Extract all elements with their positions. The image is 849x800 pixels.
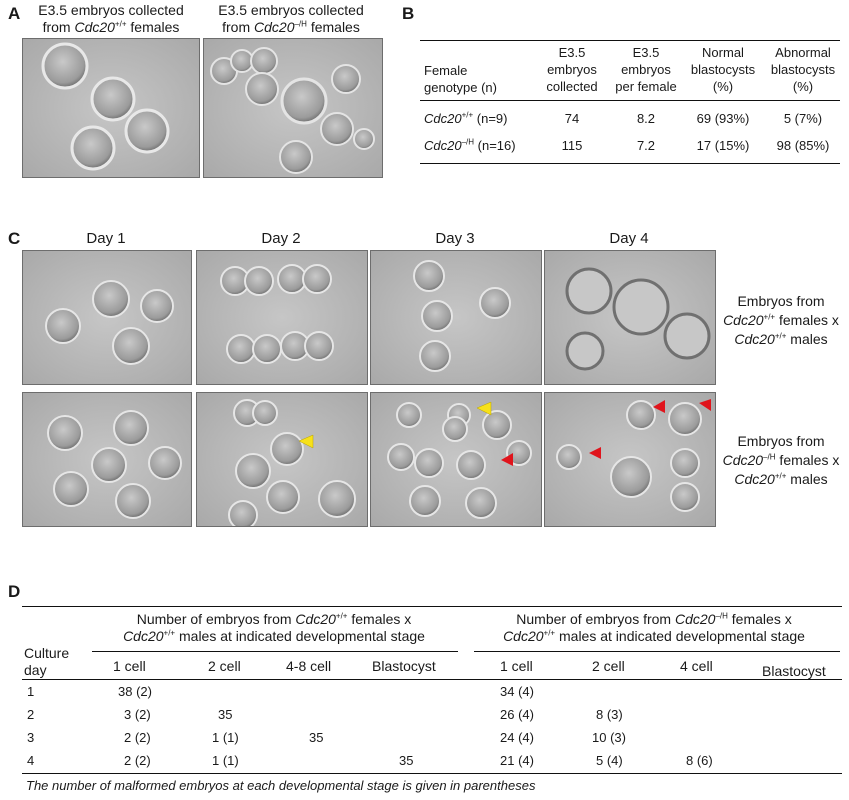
yellow-arrowhead [476,401,492,416]
table-d-stage-header: 1 cell [500,658,533,674]
table-b-row-2-collected: 115 [561,138,583,153]
table-d-day: 4 [27,753,35,768]
table-d-group-2-rule [474,651,840,652]
table-d-group-1-header: Number of embryos from Cdc20+/+ females … [123,611,425,644]
panel-d-letter: D [8,582,21,601]
table-d-cell: 3 (2) [124,707,151,722]
table-d-bottom-rule [22,773,842,774]
micrograph-c-wt-day3 [370,250,542,385]
table-d-group-2-header: Number of embryos from Cdc20–/H females … [503,611,805,644]
table-b-bottom-rule [420,163,840,164]
table-d-stage-header: 2 cell [592,658,625,674]
micrograph-c-wt-day4 [544,250,716,385]
panel-a-caption-2: E3.5 embryos collected from Cdc20–/H fem… [218,2,364,35]
micrograph-a-mutant [203,38,383,178]
table-b-row-2-per-female: 7.2 [636,138,656,153]
table-d-stage-header: 1 cell [113,658,146,674]
micrograph-c-mut-day1 [22,392,192,527]
day-3-label: Day 3 [435,230,475,247]
day-2-label: Day 2 [261,230,301,247]
table-b-row-1-collected: 74 [564,111,580,126]
table-d-stage-header: 4-8 cell [286,658,332,674]
red-arrowhead [589,447,601,459]
table-b-header-genotype: Female genotype (n) [424,63,497,95]
table-d-cell: 1 (1) [212,753,239,768]
panel-c-letter: C [8,229,21,248]
table-d-day: 2 [27,707,35,722]
table-d-footnote: The number of malformed embryos at each … [26,778,536,793]
table-d-row-header: Culture day [24,645,70,678]
table-d-stage-header: 4 cell [680,658,713,674]
table-d-cell: 34 (4) [500,684,534,699]
table-d-stage-header: 2 cell [208,658,241,674]
table-b-row-2-abnormal: 98 (85%) [776,138,830,153]
table-b-header-abnormal: Abnormal blastocysts (%) [770,45,836,94]
table-d-cell: 8 (6) [686,753,713,768]
table-d-cell: 26 (4) [500,707,534,722]
table-d-group-1-rule [92,651,458,652]
table-d-cell: 35 [309,730,324,745]
red-arrowhead [699,399,711,411]
table-d-top-rule [22,606,842,607]
yellow-arrowhead [298,434,314,449]
table-b-header-normal: Normal blastocysts (%) [690,45,756,94]
micrograph-c-wt-day1 [22,250,192,385]
table-b-header-rule [420,100,840,101]
red-arrowhead [653,400,665,413]
table-b-top-rule [420,40,840,41]
red-arrowhead [501,453,513,466]
micrograph-c-mut-day4 [544,392,716,527]
table-d-cell: 35 [399,753,414,768]
table-d-header-rule [22,679,842,680]
panel-a-letter: A [8,4,21,23]
table-b-row-2-normal: 17 (15%) [696,138,750,153]
micrograph-c-mut-day2 [196,392,368,527]
micrograph-c-mut-day3 [370,392,542,527]
row-label-wildtype: Embryos from Cdc20+/+ females x Cdc20+/+… [723,293,839,347]
table-d-cell: 38 (2) [118,684,152,699]
table-d-cell: 10 (3) [592,730,626,745]
table-b-row-1-per-female: 8.2 [636,111,656,126]
table-b-row-1-genotype: Cdc20+/+ (n=9) [424,110,508,126]
micrograph-c-wt-day2 [196,250,368,385]
table-b-header-per-female: E3.5 embryos per female [615,45,677,94]
day-4-label: Day 4 [609,230,649,247]
table-d-cell: 1 (1) [212,730,239,745]
table-b-row-1-normal: 69 (93%) [696,111,750,126]
day-1-label: Day 1 [86,230,126,247]
table-d-cell: 35 [218,707,233,722]
table-b-row-1-abnormal: 5 (7%) [783,111,823,126]
micrograph-a-wildtype [22,38,200,178]
table-b-header-collected: E3.5 embryos collected [546,45,598,94]
table-d-cell: 2 (2) [124,730,151,745]
table-d-cell: 8 (3) [596,707,623,722]
table-d-cell: 5 (4) [596,753,623,768]
table-d-cell: 2 (2) [124,753,151,768]
table-d-day: 1 [27,684,35,699]
table-d-stage-header: Blastocyst [762,663,826,679]
row-label-mutant: Embryos from Cdc20–/H females x Cdc20+/+… [722,433,840,487]
panel-a-caption-1: E3.5 embryos collected from Cdc20+/+ fem… [38,2,184,35]
table-d-day: 3 [27,730,35,745]
table-d-stage-header: Blastocyst [372,658,436,674]
panel-b-letter: B [402,4,415,23]
table-d-cell: 21 (4) [500,753,534,768]
table-b-row-2-genotype: Cdc20–/H (n=16) [424,137,516,153]
table-d-cell: 24 (4) [500,730,534,745]
